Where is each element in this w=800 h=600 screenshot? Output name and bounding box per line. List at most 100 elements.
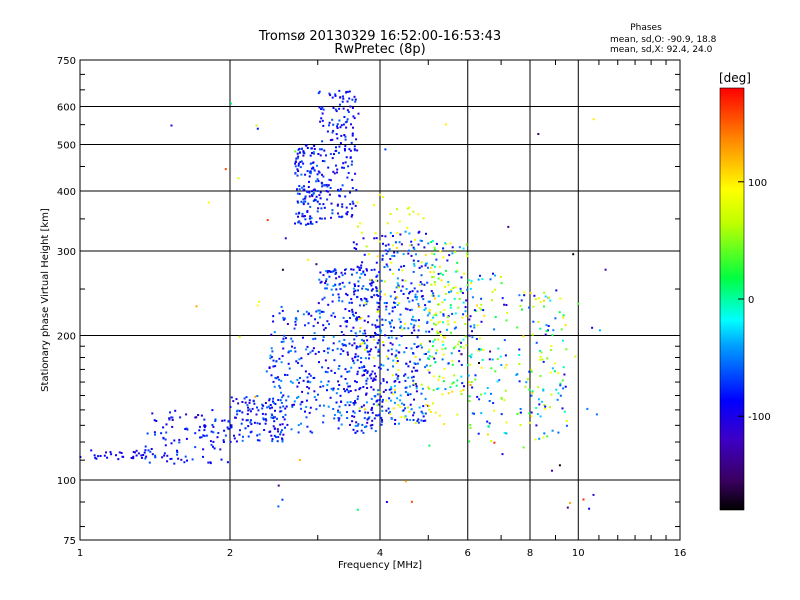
data-point <box>373 204 375 207</box>
data-point <box>566 506 569 509</box>
data-point <box>352 402 355 404</box>
data-point <box>262 404 265 407</box>
data-point <box>332 123 335 126</box>
data-point <box>266 219 269 222</box>
data-point <box>456 269 459 272</box>
data-point <box>414 319 417 322</box>
data-point <box>337 427 340 430</box>
data-point <box>432 292 435 295</box>
data-point <box>333 172 336 175</box>
data-point <box>311 152 313 154</box>
data-point <box>412 259 415 262</box>
data-point <box>480 320 483 323</box>
data-point <box>356 430 359 433</box>
data-point <box>532 320 535 323</box>
data-point <box>423 353 426 356</box>
data-point <box>288 350 290 353</box>
data-point <box>431 264 434 267</box>
data-point <box>276 376 279 379</box>
data-point <box>245 419 248 422</box>
data-point <box>384 235 387 238</box>
data-point <box>335 110 338 113</box>
data-point <box>326 287 328 290</box>
data-point <box>307 202 310 205</box>
data-point <box>256 395 259 397</box>
data-point <box>469 383 472 386</box>
data-point <box>334 283 337 286</box>
data-point <box>454 250 457 253</box>
data-point <box>312 151 315 154</box>
data-point <box>271 350 274 353</box>
data-point <box>433 253 436 256</box>
data-point <box>279 423 282 426</box>
data-point <box>366 371 369 374</box>
data-point <box>321 112 324 115</box>
data-point <box>311 349 314 352</box>
data-point <box>168 417 171 420</box>
data-point <box>339 353 342 355</box>
data-point <box>481 278 484 281</box>
data-point <box>352 268 355 271</box>
data-point <box>370 373 373 376</box>
data-point <box>298 358 301 361</box>
data-point <box>276 428 279 431</box>
data-point <box>212 445 214 448</box>
data-point <box>163 454 166 457</box>
data-point <box>351 308 354 311</box>
data-point <box>393 385 396 388</box>
data-point <box>591 326 594 329</box>
data-point <box>348 281 351 284</box>
data-point <box>390 330 393 333</box>
data-point <box>376 301 379 304</box>
data-point <box>413 264 416 267</box>
data-point <box>455 384 458 387</box>
data-point <box>522 446 525 449</box>
data-point <box>505 421 508 424</box>
data-point <box>405 288 408 290</box>
data-point <box>342 316 345 319</box>
data-point <box>409 419 411 421</box>
data-point <box>404 415 407 418</box>
data-point <box>340 216 343 219</box>
data-point <box>184 455 187 458</box>
data-point <box>490 367 493 370</box>
data-point <box>352 359 355 362</box>
data-point <box>293 346 296 349</box>
data-point <box>317 309 320 312</box>
data-point <box>388 321 391 323</box>
data-point <box>497 347 500 350</box>
data-point <box>278 312 281 315</box>
data-point <box>376 325 379 328</box>
data-point <box>423 309 426 311</box>
data-point <box>561 379 564 382</box>
data-point <box>297 424 300 427</box>
data-point <box>334 94 337 97</box>
data-point <box>352 287 355 290</box>
legend-title: Phases <box>630 23 662 33</box>
data-point <box>386 381 388 384</box>
data-point <box>280 305 283 308</box>
data-point <box>282 347 285 350</box>
data-point <box>274 409 276 412</box>
data-point <box>449 331 452 334</box>
data-point <box>519 411 522 414</box>
data-point <box>465 315 468 318</box>
data-point <box>337 419 340 422</box>
data-point <box>349 401 352 404</box>
data-point <box>146 432 149 435</box>
data-point <box>356 265 359 268</box>
data-point <box>427 300 430 303</box>
y-axis-label: Stationary phase Virtual Height [km] <box>40 208 51 392</box>
y-tick-label: 600 <box>57 103 76 114</box>
data-point <box>258 422 261 425</box>
data-point <box>393 326 395 329</box>
data-point <box>424 419 427 422</box>
data-point <box>410 244 413 247</box>
data-point <box>459 353 462 356</box>
data-point <box>363 297 366 300</box>
data-point <box>300 200 303 203</box>
data-point <box>313 376 316 379</box>
data-point <box>351 273 353 276</box>
data-point <box>362 332 365 335</box>
data-point <box>275 377 278 380</box>
